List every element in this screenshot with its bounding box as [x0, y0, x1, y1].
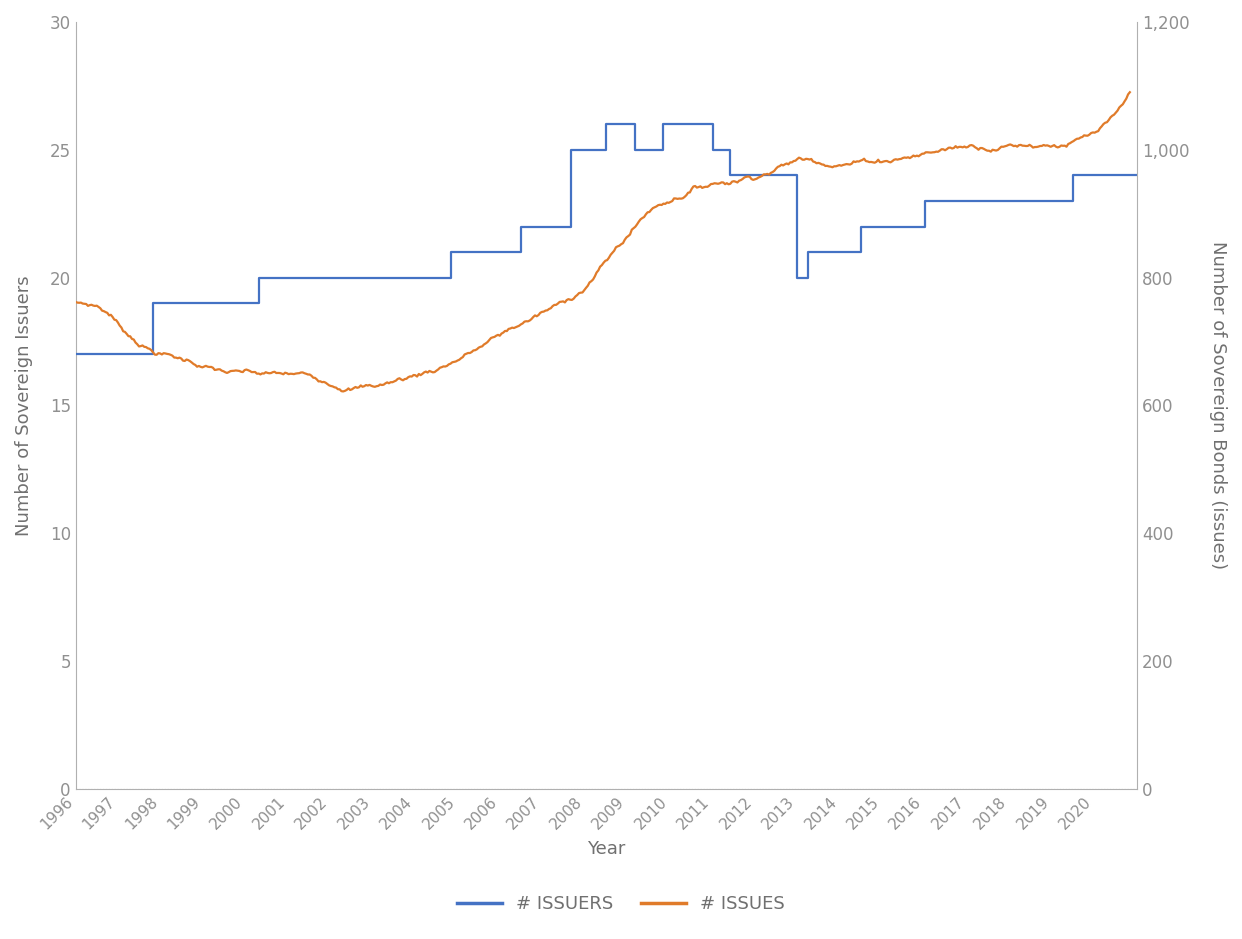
Legend: # ISSUERS, # ISSUES: # ISSUERS, # ISSUES [450, 888, 792, 920]
Y-axis label: Number of Sovereign Issuers: Number of Sovereign Issuers [15, 275, 34, 536]
X-axis label: Year: Year [587, 840, 626, 858]
Y-axis label: Number of Sovereign Bonds (issues): Number of Sovereign Bonds (issues) [1208, 241, 1227, 570]
